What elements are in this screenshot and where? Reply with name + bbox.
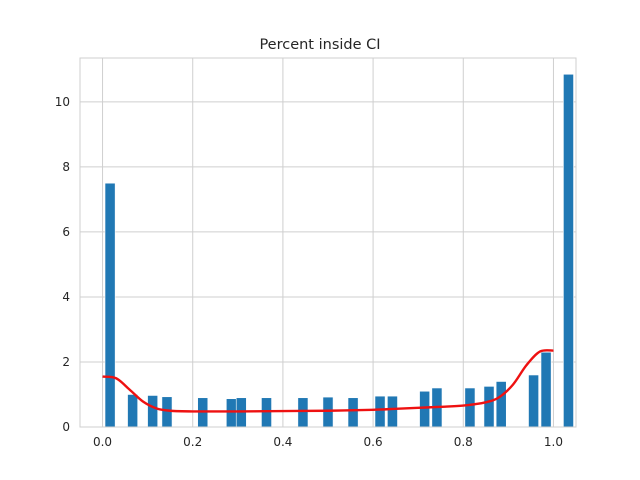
- x-tick-label: 0.0: [93, 435, 112, 449]
- x-tick-label: 0.6: [364, 435, 383, 449]
- y-tick-label: 0: [62, 420, 70, 434]
- histogram-bar: [495, 381, 507, 428]
- histogram-bar: [528, 374, 539, 428]
- kde-line: [102, 349, 554, 413]
- histogram-bar: [464, 387, 476, 428]
- y-tick-label: 8: [62, 160, 70, 174]
- histogram-bar: [419, 390, 431, 428]
- histogram-bar: [540, 351, 552, 428]
- density-curve: [102, 349, 554, 413]
- histogram-bar: [374, 395, 386, 428]
- histogram-bar: [483, 386, 495, 428]
- histogram-bar: [322, 396, 334, 428]
- grid: [80, 58, 576, 428]
- y-tick-label: 2: [62, 355, 70, 369]
- y-tick-label: 6: [62, 225, 70, 239]
- histogram-bar: [563, 73, 574, 428]
- y-tick-label: 10: [55, 95, 70, 109]
- bars: [104, 73, 574, 428]
- histogram-bar: [104, 182, 116, 428]
- histogram-bar: [127, 394, 138, 428]
- x-tick-label: 0.4: [273, 435, 292, 449]
- histogram-bar: [225, 398, 237, 428]
- y-tick-label: 4: [62, 290, 70, 304]
- plot-frame: [79, 57, 577, 428]
- histogram-bar: [147, 395, 159, 428]
- x-tick-label: 0.2: [183, 435, 202, 449]
- x-tick-label: 0.8: [454, 435, 473, 449]
- histogram-bar: [347, 397, 359, 428]
- x-tick-label: 1.0: [544, 435, 563, 449]
- x-tick-labels: 0.0 0.2 0.4 0.6 0.8 1.0: [93, 435, 563, 449]
- histogram-bar: [297, 397, 309, 428]
- y-tick-labels: 0 2 4 6 8 10: [55, 95, 70, 434]
- histogram-bar: [387, 395, 398, 428]
- chart-title: Percent inside CI: [259, 37, 380, 53]
